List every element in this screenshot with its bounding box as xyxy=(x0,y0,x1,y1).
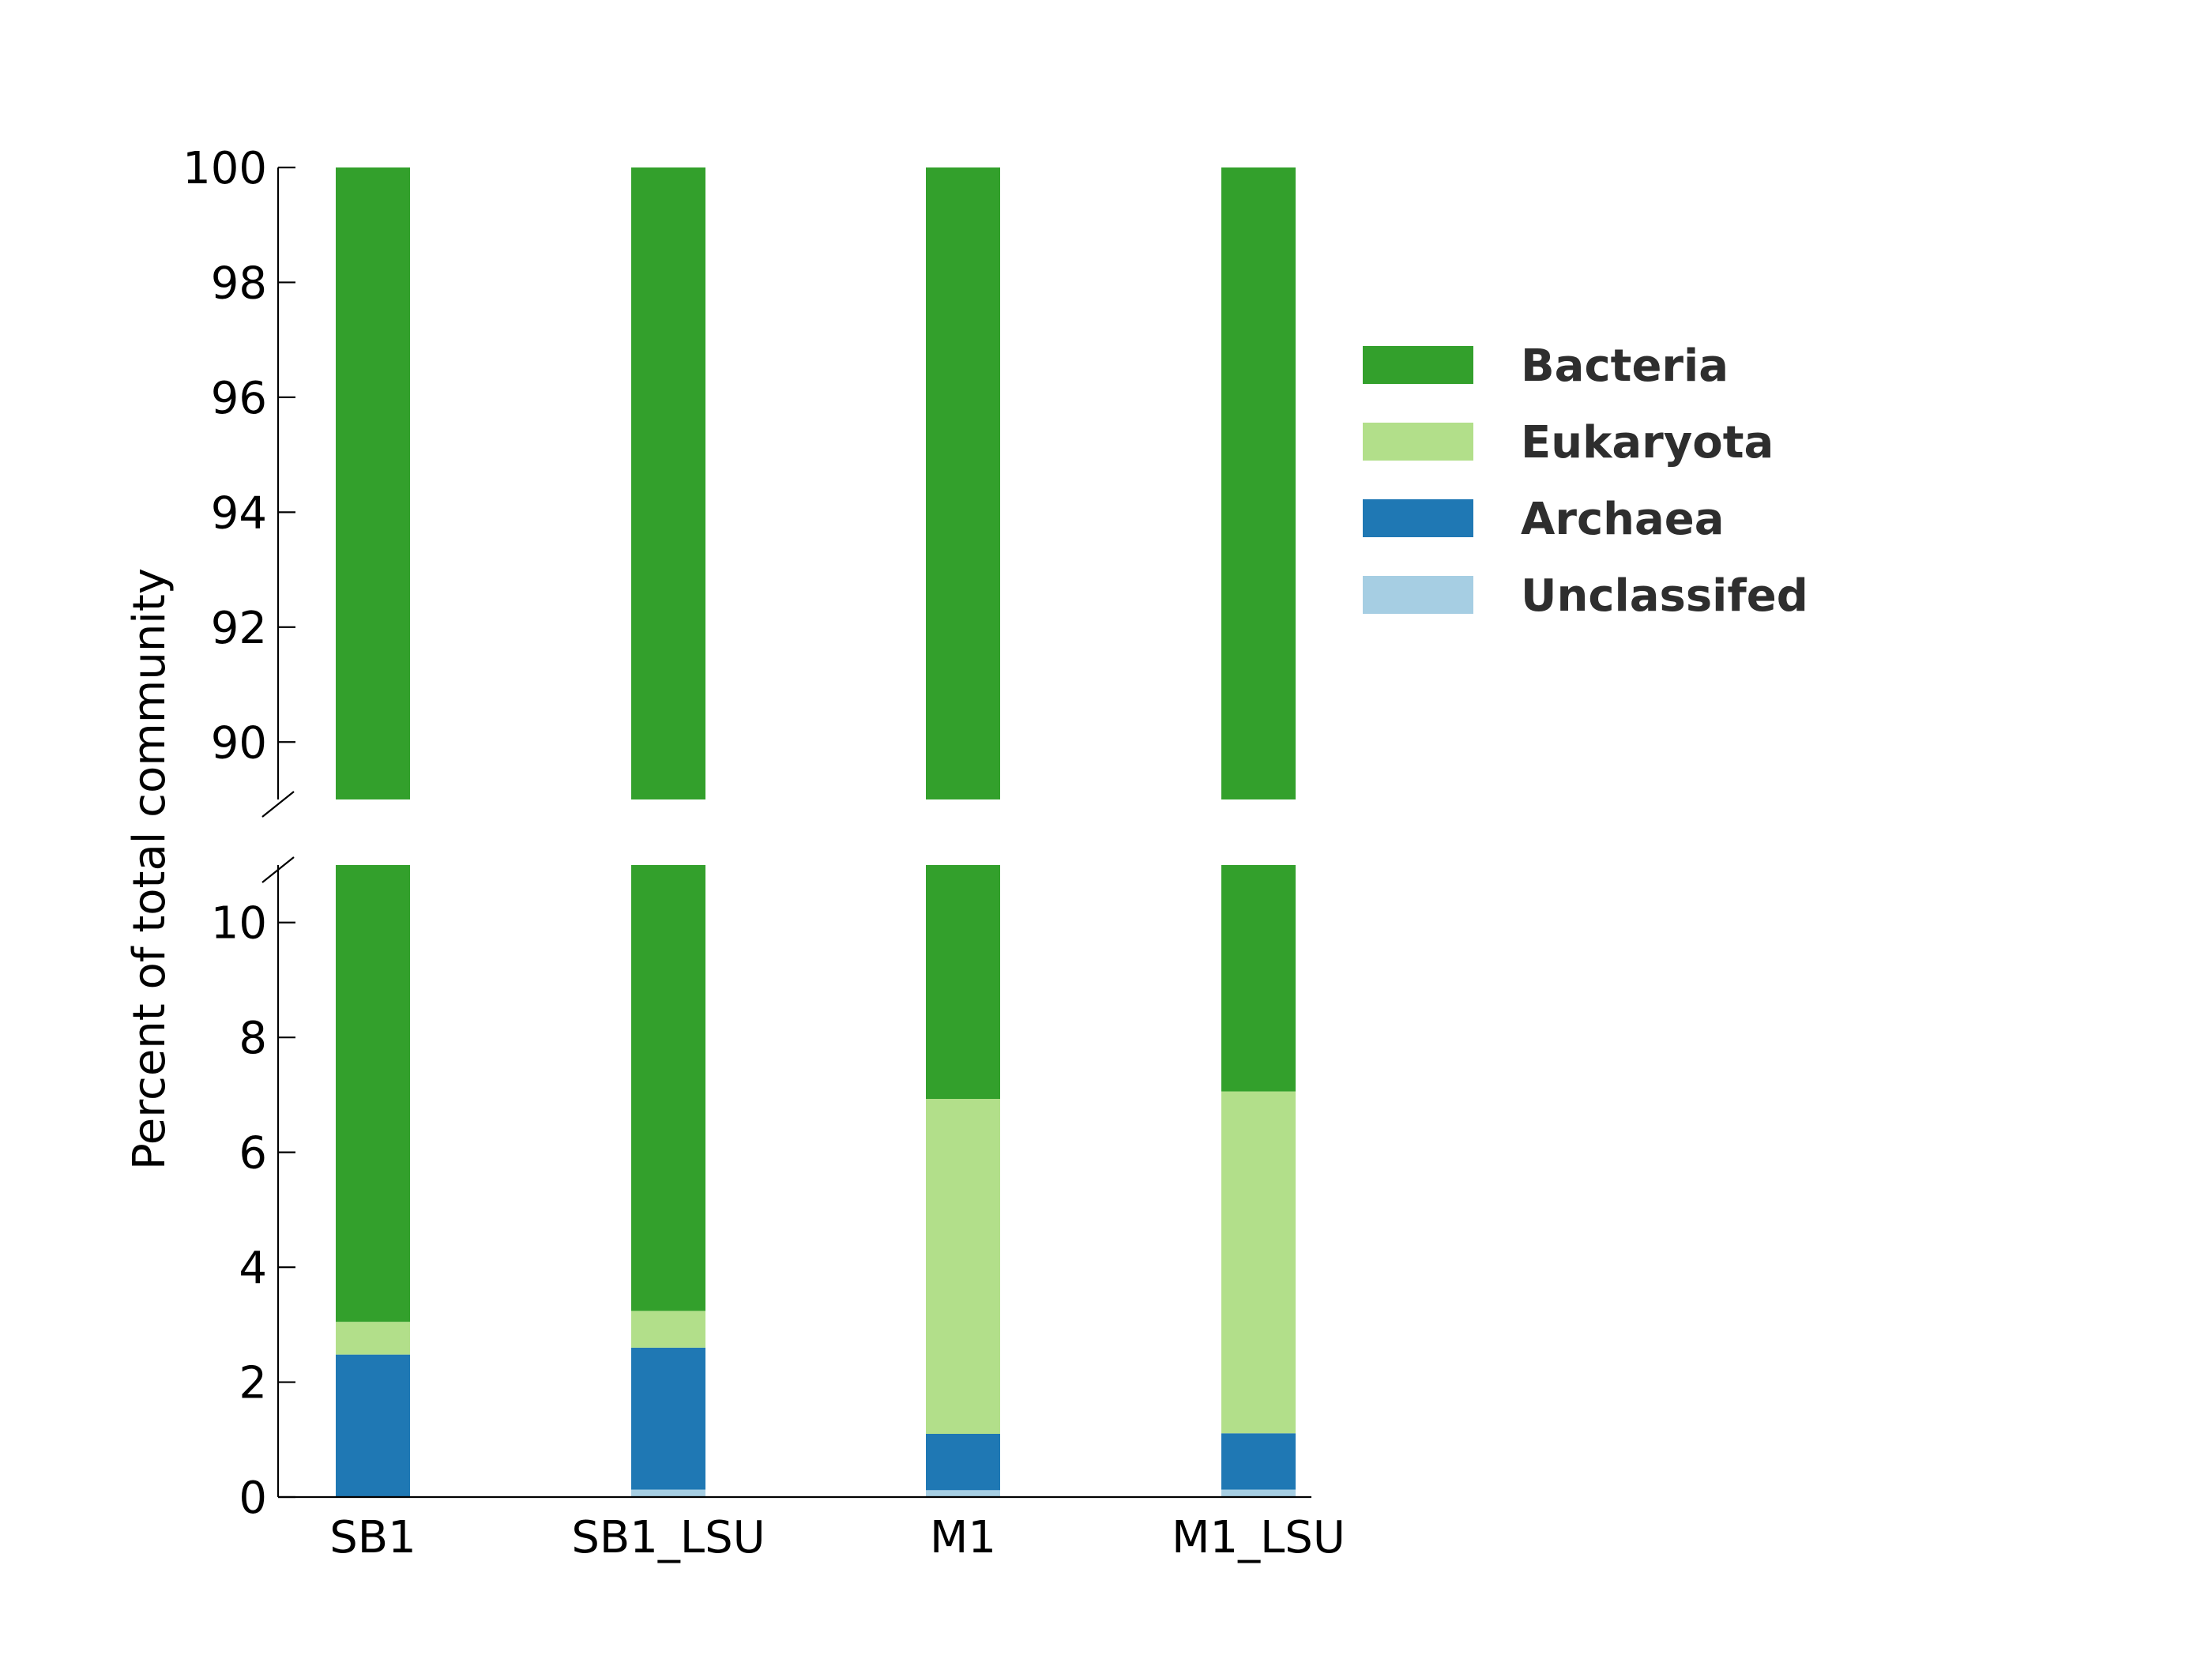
axis-break-mark-upper xyxy=(261,791,295,818)
bar-segment-lower-sb1-bacteria xyxy=(336,865,410,1322)
legend-label-bacteria: Bacteria xyxy=(1521,340,1729,392)
bar-segment-lower-m1-bacteria xyxy=(926,865,1000,1099)
bar-segment-lower-m1-lsu-archaea xyxy=(1221,1433,1296,1490)
x-axis-labels: SB1 SB1_LSU M1 M1_LSU xyxy=(329,1512,1345,1563)
lower-y-tick-label: 2 xyxy=(239,1358,267,1409)
bar-segment-upper-m1-bacteria xyxy=(926,167,1000,799)
legend-swatch-unclassifed xyxy=(1363,576,1473,614)
legend: Bacteria Eukaryota Archaea Unclassifed xyxy=(1363,340,1808,622)
upper-y-tick-label: 100 xyxy=(182,143,267,194)
bar-segment-lower-m1-lsu-unclassifed xyxy=(1221,1489,1296,1497)
upper-panel xyxy=(336,167,1296,799)
upper-y-tick-label: 96 xyxy=(211,373,267,424)
bar-segment-upper-m1-lsu-bacteria xyxy=(1221,167,1296,799)
lower-panel xyxy=(336,865,1296,1497)
y-axis-label: Percent of total community xyxy=(124,568,175,1170)
legend-swatch-bacteria xyxy=(1363,346,1473,384)
axis-break-mark-lower xyxy=(261,856,295,883)
x-tick-label-m1-lsu: M1_LSU xyxy=(1172,1512,1345,1563)
legend-label-eukaryota: Eukaryota xyxy=(1521,417,1774,468)
bar-segment-lower-m1-eukaryota xyxy=(926,1099,1000,1434)
lower-y-tick-label: 0 xyxy=(239,1473,267,1524)
x-tick-label-sb1-lsu: SB1_LSU xyxy=(571,1512,765,1563)
lower-y-tick-label: 8 xyxy=(239,1013,267,1064)
upper-y-tick-label: 92 xyxy=(211,603,267,654)
lower-y-tick-label: 6 xyxy=(239,1128,267,1179)
upper-y-tick-label: 94 xyxy=(211,487,267,539)
bar-segment-lower-sb1-lsu-archaea xyxy=(631,1347,705,1490)
bar-segment-lower-m1-lsu-bacteria xyxy=(1221,865,1296,1092)
x-tick-label-sb1: SB1 xyxy=(329,1512,416,1563)
bar-segment-lower-m1-unclassifed xyxy=(926,1490,1000,1497)
legend-label-archaea: Archaea xyxy=(1521,494,1725,545)
bar-segment-lower-sb1-lsu-bacteria xyxy=(631,865,705,1311)
legend-label-unclassifed: Unclassifed xyxy=(1521,570,1808,622)
upper-y-tick-label: 98 xyxy=(211,258,267,309)
bar-segment-upper-sb1-bacteria xyxy=(336,167,410,799)
bar-segment-lower-sb1-eukaryota xyxy=(336,1322,410,1355)
axes: 90 92 94 96 98 100 0 2 4 6 8 10 xyxy=(182,143,1311,1524)
x-tick-label-m1: M1 xyxy=(930,1512,996,1563)
upper-y-tick-label: 90 xyxy=(211,717,267,769)
bar-segment-lower-m1-archaea xyxy=(926,1434,1000,1491)
lower-y-tick-label: 4 xyxy=(239,1243,267,1294)
legend-swatch-archaea xyxy=(1363,499,1473,537)
legend-swatch-eukaryota xyxy=(1363,423,1473,461)
bar-segment-lower-sb1-lsu-unclassifed xyxy=(631,1489,705,1497)
lower-y-tick-label: 10 xyxy=(211,898,267,950)
bar-segment-lower-m1-lsu-eukaryota xyxy=(1221,1091,1296,1434)
bar-segment-lower-sb1-lsu-eukaryota xyxy=(631,1311,705,1348)
bar-segment-lower-sb1-archaea xyxy=(336,1354,410,1497)
bar-segment-upper-sb1-lsu-bacteria xyxy=(631,167,705,799)
